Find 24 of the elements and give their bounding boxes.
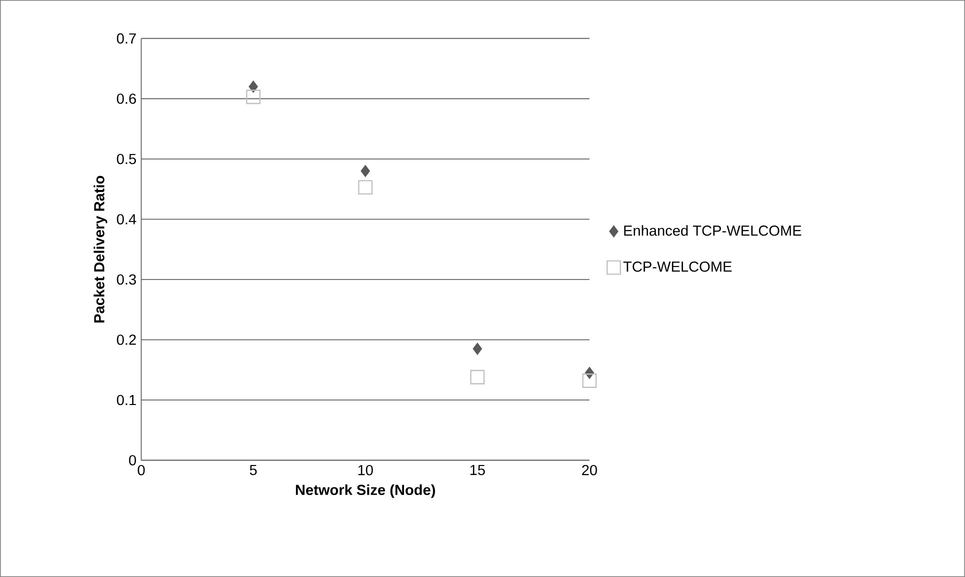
y-tick-label: 0.3 — [116, 274, 136, 285]
y-tick-label: 0.1 — [116, 394, 136, 406]
y-tick-label: 0 — [129, 455, 136, 466]
x-axis-title: Network Size (Node) — [296, 484, 436, 498]
y-tick-label: 0.2 — [116, 334, 136, 345]
y-tick-label: 0.5 — [116, 154, 136, 164]
x-tick-label: 15 — [470, 464, 485, 476]
point — [582, 373, 597, 388]
legend-label: Enhanced TCP-WELCOME — [624, 225, 802, 236]
point — [360, 165, 370, 177]
point — [246, 90, 261, 104]
point — [470, 370, 485, 384]
x-tick-label: 5 — [250, 464, 257, 476]
point — [472, 342, 482, 355]
x-tick-label: 10 — [358, 464, 373, 476]
x-tick-label: 20 — [582, 464, 597, 476]
y-tick-label: 0.6 — [116, 94, 136, 104]
point — [248, 80, 258, 93]
x-tick-label: 0 — [138, 464, 145, 476]
point — [358, 180, 373, 194]
y-tick-label: 0.7 — [116, 33, 136, 44]
legend-label: TCP-WELCOME — [623, 261, 732, 272]
y-tick-label: 0.4 — [116, 214, 136, 224]
y-axis-title: Packet Delivery Ratio — [94, 176, 108, 322]
